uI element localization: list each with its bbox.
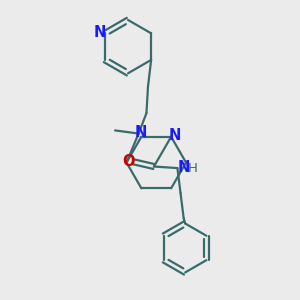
Text: N: N [169, 128, 181, 143]
Text: N: N [135, 125, 147, 140]
Text: N: N [93, 25, 106, 40]
Text: N: N [178, 160, 190, 175]
Text: O: O [122, 154, 135, 169]
Text: H: H [188, 162, 197, 175]
